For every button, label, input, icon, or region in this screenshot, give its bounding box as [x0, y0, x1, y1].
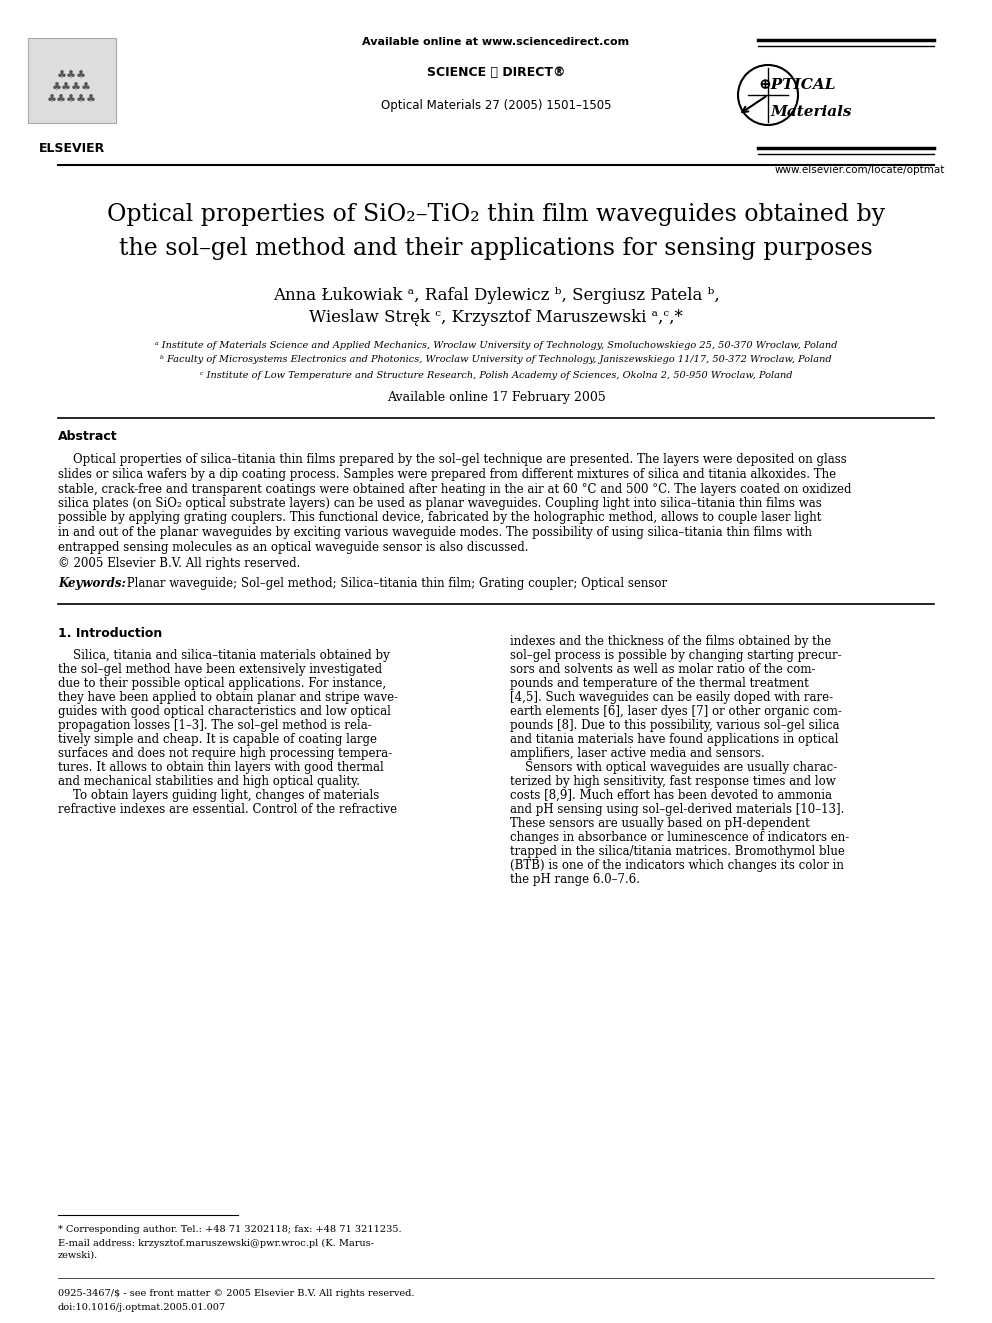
Text: sol–gel process is possible by changing starting precur-: sol–gel process is possible by changing …	[510, 650, 841, 662]
Text: ᵇ Faculty of Microsystems Electronics and Photonics, Wroclaw University of Techn: ᵇ Faculty of Microsystems Electronics an…	[160, 356, 832, 365]
Text: sors and solvents as well as molar ratio of the com-: sors and solvents as well as molar ratio…	[510, 663, 815, 676]
Text: www.elsevier.com/locate/optmat: www.elsevier.com/locate/optmat	[775, 165, 945, 175]
Text: Sensors with optical waveguides are usually charac-: Sensors with optical waveguides are usua…	[510, 761, 837, 774]
Text: due to their possible optical applications. For instance,: due to their possible optical applicatio…	[58, 677, 386, 691]
Text: and mechanical stabilities and high optical quality.: and mechanical stabilities and high opti…	[58, 775, 360, 789]
Text: earth elements [6], laser dyes [7] or other organic com-: earth elements [6], laser dyes [7] or ot…	[510, 705, 842, 718]
Text: possible by applying grating couplers. This functional device, fabricated by the: possible by applying grating couplers. T…	[58, 512, 821, 524]
Text: 1. Introduction: 1. Introduction	[58, 627, 163, 640]
Text: Keywords:: Keywords:	[58, 577, 126, 590]
Text: Abstract: Abstract	[58, 430, 118, 442]
Text: tively simple and cheap. It is capable of coating large: tively simple and cheap. It is capable o…	[58, 733, 377, 746]
Text: 0925-3467/$ - see front matter © 2005 Elsevier B.V. All rights reserved.: 0925-3467/$ - see front matter © 2005 El…	[58, 1290, 415, 1298]
Text: To obtain layers guiding light, changes of materials: To obtain layers guiding light, changes …	[58, 789, 379, 802]
Text: trapped in the silica/titania matrices. Bromothymol blue: trapped in the silica/titania matrices. …	[510, 845, 845, 859]
Text: they have been applied to obtain planar and stripe wave-: they have been applied to obtain planar …	[58, 691, 398, 704]
Text: and titania materials have found applications in optical: and titania materials have found applica…	[510, 733, 838, 746]
Text: © 2005 Elsevier B.V. All rights reserved.: © 2005 Elsevier B.V. All rights reserved…	[58, 557, 301, 570]
Text: propagation losses [1–3]. The sol–gel method is rela-: propagation losses [1–3]. The sol–gel me…	[58, 718, 372, 732]
Text: Materials: Materials	[770, 105, 851, 119]
Text: Optical properties of SiO₂–TiO₂ thin film waveguides obtained by: Optical properties of SiO₂–TiO₂ thin fil…	[107, 204, 885, 226]
Text: zewski).: zewski).	[58, 1250, 98, 1259]
Text: the pH range 6.0–7.6.: the pH range 6.0–7.6.	[510, 873, 640, 886]
Text: Anna Łukowiak ᵃ, Rafal Dylewicz ᵇ, Sergiusz Patela ᵇ,: Anna Łukowiak ᵃ, Rafal Dylewicz ᵇ, Sergi…	[273, 287, 719, 303]
Text: tures. It allows to obtain thin layers with good thermal: tures. It allows to obtain thin layers w…	[58, 761, 384, 774]
Text: * Corresponding author. Tel.: +48 71 3202118; fax: +48 71 3211235.: * Corresponding author. Tel.: +48 71 320…	[58, 1225, 402, 1233]
Text: refractive indexes are essential. Control of the refractive: refractive indexes are essential. Contro…	[58, 803, 397, 816]
Text: ♣♣♣
♣♣♣♣
♣♣♣♣♣: ♣♣♣ ♣♣♣♣ ♣♣♣♣♣	[47, 71, 97, 105]
Text: Planar waveguide; Sol–gel method; Silica–titania thin film; Grating coupler; Opt: Planar waveguide; Sol–gel method; Silica…	[123, 577, 668, 590]
Text: These sensors are usually based on pH-dependent: These sensors are usually based on pH-de…	[510, 818, 809, 830]
FancyBboxPatch shape	[28, 38, 116, 123]
Text: the sol–gel method have been extensively investigated: the sol–gel method have been extensively…	[58, 663, 382, 676]
Text: SCIENCE ⓓ DIRECT®: SCIENCE ⓓ DIRECT®	[427, 66, 565, 78]
Text: doi:10.1016/j.optmat.2005.01.007: doi:10.1016/j.optmat.2005.01.007	[58, 1303, 226, 1312]
Text: stable, crack-free and transparent coatings were obtained after heating in the a: stable, crack-free and transparent coati…	[58, 483, 851, 496]
Text: ELSEVIER: ELSEVIER	[39, 142, 105, 155]
Text: Optical Materials 27 (2005) 1501–1505: Optical Materials 27 (2005) 1501–1505	[381, 98, 611, 111]
Text: Available online at www.sciencedirect.com: Available online at www.sciencedirect.co…	[362, 37, 630, 48]
Text: Wieslaw Stręk ᶜ, Krzysztof Maruszewski ᵃ,ᶜ,*: Wieslaw Stręk ᶜ, Krzysztof Maruszewski ᵃ…	[310, 308, 682, 325]
Text: [4,5]. Such waveguides can be easily doped with rare-: [4,5]. Such waveguides can be easily dop…	[510, 691, 833, 704]
Text: costs [8,9]. Much effort has been devoted to ammonia: costs [8,9]. Much effort has been devote…	[510, 789, 832, 802]
Text: indexes and the thickness of the films obtained by the: indexes and the thickness of the films o…	[510, 635, 831, 648]
Text: ⊕PTICAL: ⊕PTICAL	[758, 78, 835, 93]
Text: Silica, titania and silica–titania materials obtained by: Silica, titania and silica–titania mater…	[58, 650, 390, 662]
Text: pounds and temperature of the thermal treatment: pounds and temperature of the thermal tr…	[510, 677, 808, 691]
Text: silica plates (on SiO₂ optical substrate layers) can be used as planar waveguide: silica plates (on SiO₂ optical substrate…	[58, 497, 821, 509]
Text: pounds [8]. Due to this possibility, various sol–gel silica: pounds [8]. Due to this possibility, var…	[510, 718, 839, 732]
Text: slides or silica wafers by a dip coating process. Samples were prepared from dif: slides or silica wafers by a dip coating…	[58, 468, 836, 482]
Text: amplifiers, laser active media and sensors.: amplifiers, laser active media and senso…	[510, 747, 765, 759]
Text: entrapped sensing molecules as an optical waveguide sensor is also discussed.: entrapped sensing molecules as an optica…	[58, 541, 529, 553]
Text: the sol–gel method and their applications for sensing purposes: the sol–gel method and their application…	[119, 237, 873, 259]
Text: E-mail address: krzysztof.maruszewski@pwr.wroc.pl (K. Marus-: E-mail address: krzysztof.maruszewski@pw…	[58, 1238, 374, 1248]
Text: guides with good optical characteristics and low optical: guides with good optical characteristics…	[58, 705, 391, 718]
Text: ᶜ Institute of Low Temperature and Structure Research, Polish Academy of Science: ᶜ Institute of Low Temperature and Struc…	[199, 370, 793, 380]
Text: (BTB) is one of the indicators which changes its color in: (BTB) is one of the indicators which cha…	[510, 859, 844, 872]
Text: changes in absorbance or luminescence of indicators en-: changes in absorbance or luminescence of…	[510, 831, 849, 844]
Text: Optical properties of silica–titania thin films prepared by the sol–gel techniqu: Optical properties of silica–titania thi…	[58, 454, 847, 467]
Text: terized by high sensitivity, fast response times and low: terized by high sensitivity, fast respon…	[510, 775, 835, 789]
Text: surfaces and does not require high processing tempera-: surfaces and does not require high proce…	[58, 747, 392, 759]
Text: in and out of the planar waveguides by exciting various waveguide modes. The pos: in and out of the planar waveguides by e…	[58, 527, 812, 538]
Text: Available online 17 February 2005: Available online 17 February 2005	[387, 392, 605, 405]
Text: and pH sensing using sol–gel-derived materials [10–13].: and pH sensing using sol–gel-derived mat…	[510, 803, 844, 816]
Text: ᵃ Institute of Materials Science and Applied Mechanics, Wroclaw University of Te: ᵃ Institute of Materials Science and App…	[155, 340, 837, 349]
